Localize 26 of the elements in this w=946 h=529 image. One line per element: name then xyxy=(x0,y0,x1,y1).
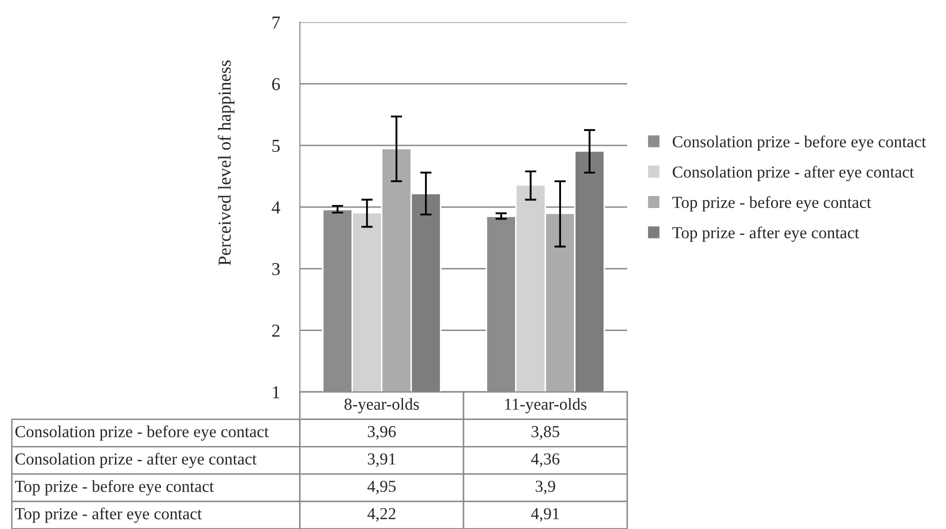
legend-label: Consolation prize - after eye contact xyxy=(672,166,914,182)
y-tick-label: 7 xyxy=(272,16,280,28)
data-label: 3,96 xyxy=(368,426,396,440)
y-tick-label: 4 xyxy=(272,201,280,214)
y-axis-title: Perceived level of happiness xyxy=(218,60,234,266)
y-tick-label: 3 xyxy=(272,263,280,276)
y-tick-label: 2 xyxy=(272,324,280,337)
data-label: 4,36 xyxy=(531,453,560,467)
data-label: 3,9 xyxy=(536,480,556,494)
x-tick-label: 8-year-olds xyxy=(344,398,419,414)
data-label: 3,85 xyxy=(532,426,560,440)
legend-label: Top prize - after eye contact xyxy=(672,226,860,242)
legend-label: Consolation prize - before eye contact xyxy=(672,135,926,151)
y-tick-label: 6 xyxy=(272,78,280,90)
data-label: 3,91 xyxy=(368,453,396,467)
y-tick-label: 1 xyxy=(273,386,280,398)
text: Top prize - after eye contact xyxy=(15,507,202,523)
text: Consolation prize - after eye contact xyxy=(15,452,257,468)
data-label: 4,95 xyxy=(367,480,396,494)
y-tick-label: 5 xyxy=(272,140,280,152)
data-label: 4,22 xyxy=(367,508,396,522)
text: Consolation prize - before eye contact xyxy=(15,425,269,441)
data-label: 4,91 xyxy=(531,508,559,522)
text: Top prize - before eye contact xyxy=(15,480,214,496)
legend-label: Top prize - before eye contact xyxy=(672,196,872,212)
x-tick-label: 11-year-olds xyxy=(505,398,586,414)
